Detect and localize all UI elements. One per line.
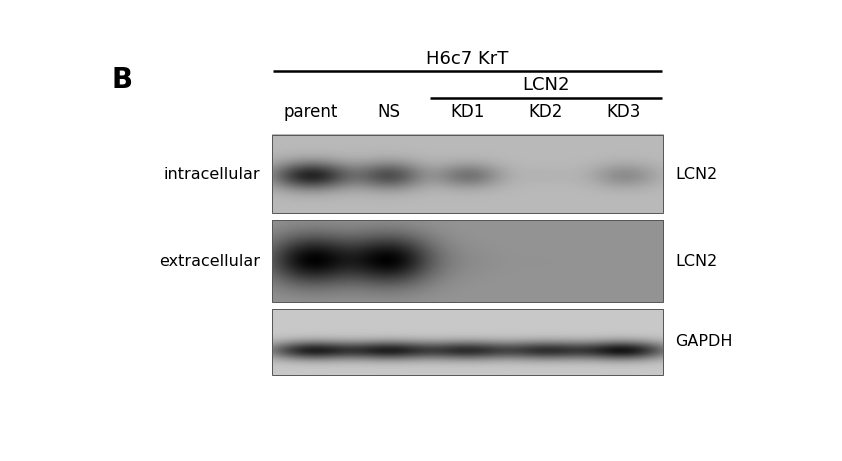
Text: LCN2: LCN2 <box>675 254 717 269</box>
Text: LCN2: LCN2 <box>522 77 569 95</box>
Text: KD2: KD2 <box>529 103 563 121</box>
Text: intracellular: intracellular <box>163 167 260 182</box>
Bar <box>272 135 663 213</box>
Bar <box>272 309 663 375</box>
Text: H6c7 KrT: H6c7 KrT <box>426 50 509 68</box>
Text: GAPDH: GAPDH <box>675 335 733 349</box>
Text: LCN2: LCN2 <box>675 167 717 182</box>
Text: extracellular: extracellular <box>159 254 260 269</box>
Text: NS: NS <box>377 103 401 121</box>
Text: B: B <box>112 66 133 94</box>
Text: KD3: KD3 <box>607 103 642 121</box>
Bar <box>272 220 663 302</box>
Text: parent: parent <box>284 103 338 121</box>
Text: KD1: KD1 <box>450 103 485 121</box>
